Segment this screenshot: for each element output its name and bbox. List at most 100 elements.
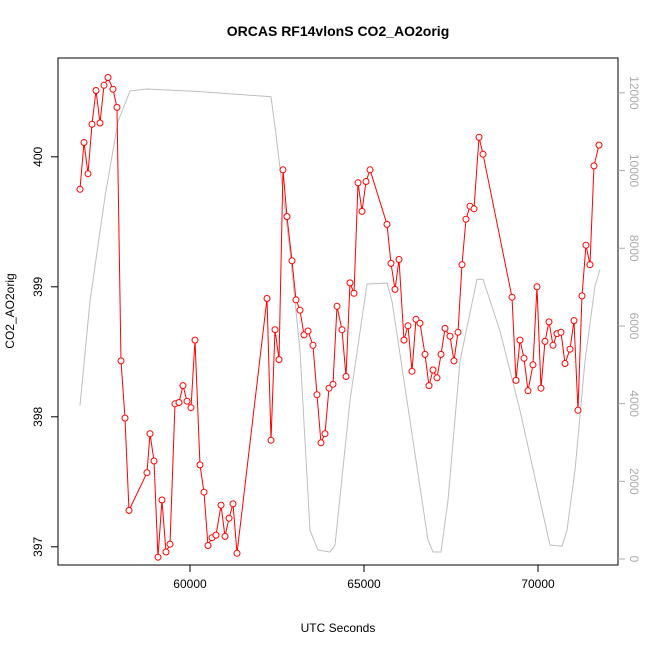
y-tick-label: 399: [31, 276, 45, 296]
point: [104, 74, 112, 81]
point: [333, 302, 341, 310]
point: [158, 496, 166, 504]
y2-tick-label: 2000: [627, 468, 641, 495]
point: [537, 384, 545, 392]
point: [574, 406, 582, 414]
point: [342, 373, 350, 380]
point: [212, 531, 220, 539]
point: [143, 469, 151, 477]
point: [346, 279, 354, 287]
point: [441, 324, 449, 332]
point: [217, 501, 225, 509]
point: [100, 81, 108, 89]
point: [529, 361, 537, 369]
point: [516, 336, 524, 344]
series-line: [79, 88, 601, 553]
point: [229, 500, 237, 508]
point: [508, 293, 516, 301]
point: [92, 87, 100, 94]
point: [292, 296, 300, 304]
point: [275, 356, 283, 364]
point: [561, 360, 569, 367]
point: [533, 283, 541, 291]
chart-title: ORCAS RF14vlonS CO2_AO2orig: [227, 23, 450, 39]
point: [433, 374, 441, 382]
series-line: [79, 76, 600, 558]
point: [283, 213, 291, 221]
plot-frame: [57, 57, 619, 566]
point: [113, 103, 121, 111]
point: [582, 241, 590, 249]
point: [321, 430, 329, 438]
point: [175, 399, 183, 406]
point: [354, 179, 362, 187]
point: [196, 461, 204, 469]
point: [446, 332, 454, 340]
point: [96, 119, 104, 127]
point: [383, 220, 391, 228]
point: [541, 337, 549, 345]
point: [595, 141, 603, 149]
point: [329, 380, 337, 388]
point: [317, 439, 325, 447]
point: [454, 328, 462, 336]
point: [416, 319, 424, 327]
point: [566, 345, 574, 353]
point: [391, 285, 399, 293]
x-tick-label: 70000: [521, 577, 555, 591]
point: [296, 306, 304, 314]
point: [121, 414, 129, 422]
point: [313, 391, 321, 399]
y2-tick-label: 12000: [627, 76, 641, 110]
point: [429, 366, 437, 374]
point: [512, 376, 520, 384]
point: [578, 292, 586, 300]
point: [88, 120, 96, 128]
point: [395, 256, 403, 263]
point: [125, 506, 133, 514]
y2-tick-label: 0: [627, 556, 641, 563]
point: [271, 326, 279, 334]
point: [288, 257, 296, 265]
y-tick-label: 397: [31, 536, 45, 556]
point: [200, 488, 208, 496]
point: [183, 397, 191, 405]
point: [154, 553, 162, 561]
point: [233, 549, 241, 557]
point: [387, 259, 395, 267]
point: [421, 350, 429, 358]
point: [470, 205, 478, 213]
y2-tick-label: 6000: [627, 313, 641, 340]
point: [524, 387, 532, 395]
y-tick-label: 398: [31, 406, 45, 426]
point: [366, 166, 374, 174]
point: [450, 357, 458, 365]
point: [191, 336, 199, 344]
point: [358, 207, 366, 215]
point: [549, 341, 557, 349]
point: [462, 215, 470, 223]
x-tick-label: 65000: [347, 577, 381, 591]
point: [309, 341, 317, 349]
point: [166, 540, 174, 548]
point: [117, 357, 125, 365]
point: [225, 514, 233, 522]
point: [80, 139, 88, 146]
point: [84, 170, 92, 178]
point: [362, 178, 370, 185]
point: [408, 367, 416, 375]
point: [76, 185, 84, 193]
point: [279, 166, 287, 174]
point: [479, 150, 487, 158]
point: [162, 548, 170, 556]
point: [204, 542, 212, 549]
point: [425, 382, 433, 390]
x-axis-label: UTC Seconds: [301, 621, 376, 635]
point: [338, 326, 346, 334]
point: [570, 317, 578, 325]
point: [557, 328, 565, 336]
point: [179, 382, 187, 390]
point: [350, 289, 358, 297]
y-tick-label: 400: [31, 146, 45, 166]
